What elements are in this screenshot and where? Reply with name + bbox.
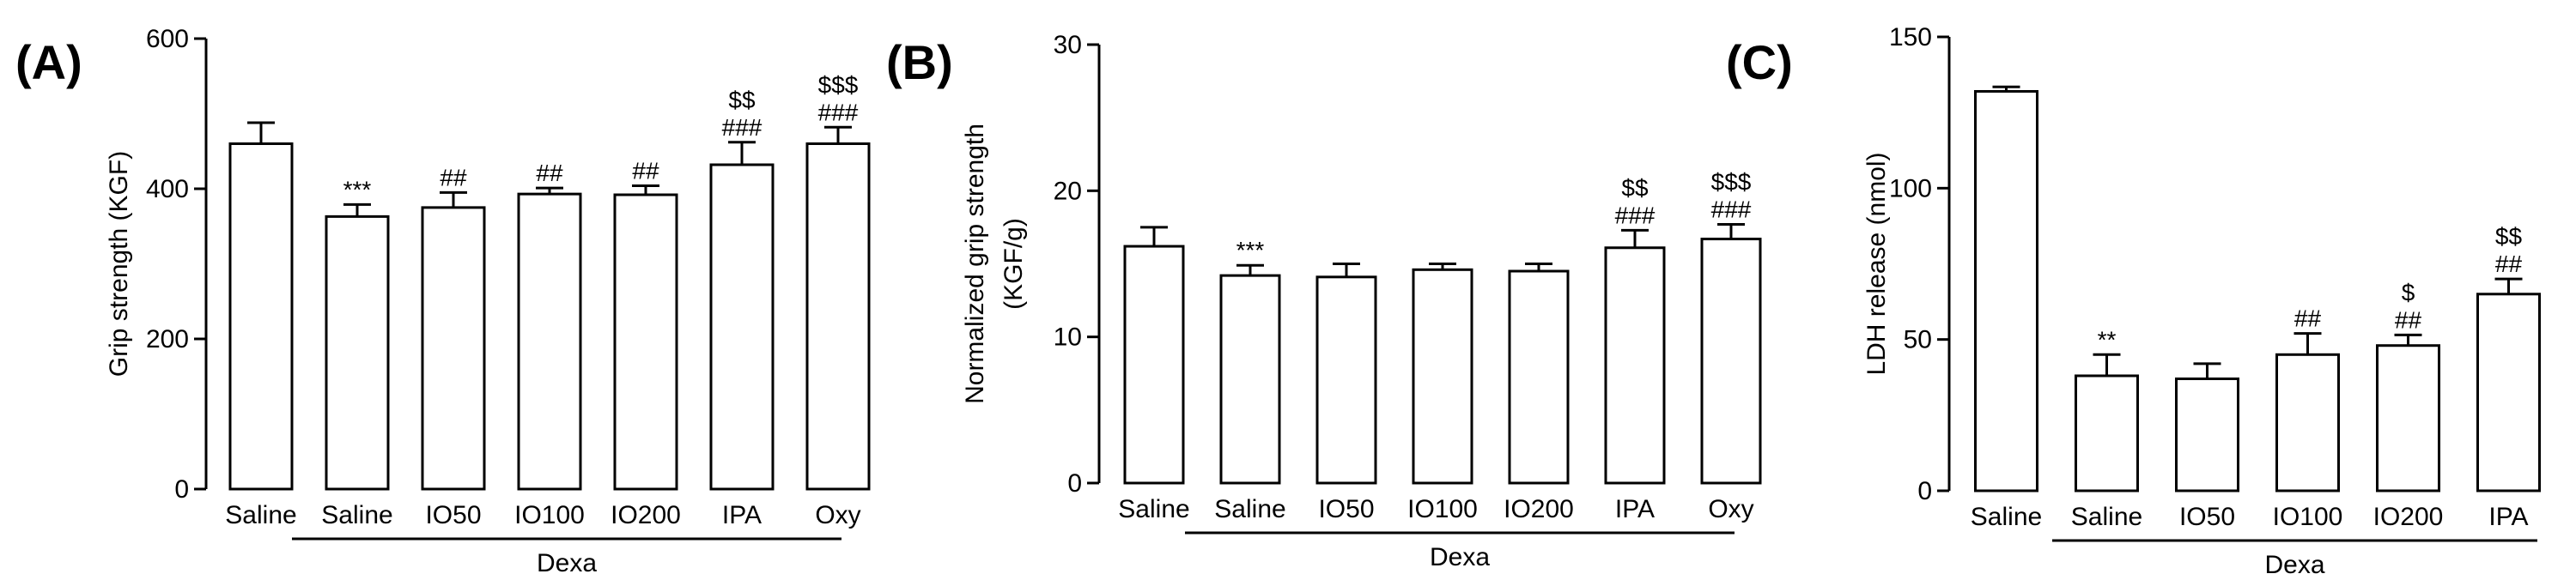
y-axis-title-line-2: (KGF/g) — [999, 218, 1028, 310]
significance-label: $ — [2402, 279, 2415, 305]
chart-panel-3: (C) 0 50 100 150 LDH release (nmol) Saline ** Sa… — [1726, 23, 2541, 579]
significance-label: ** — [2098, 326, 2117, 353]
significance-label: ## — [440, 164, 467, 190]
y-tick-label: 150 — [1889, 23, 1932, 51]
y-tick-label: 20 — [1054, 177, 1082, 205]
bar — [421, 206, 486, 491]
bar — [709, 163, 775, 491]
bar — [1315, 275, 1377, 485]
panel-label: (B) — [886, 35, 953, 89]
x-tick-label: Saline — [225, 501, 296, 529]
x-tick-label: Oxy — [1708, 495, 1753, 523]
significance-label: $$ — [1621, 174, 1649, 201]
bar — [2175, 378, 2239, 492]
y-tick-label: 400 — [146, 175, 189, 203]
y-tick-label: 10 — [1054, 323, 1082, 352]
significance-label: *** — [1236, 237, 1265, 263]
significance-label: ## — [2495, 251, 2523, 277]
bar — [1974, 89, 2038, 492]
panel-label: (C) — [1726, 35, 1793, 89]
significance-label: $$$ — [1711, 169, 1752, 196]
significance-label: ### — [818, 99, 859, 125]
significance-label: ### — [722, 114, 762, 141]
group-label: Dexa — [537, 549, 597, 577]
bar — [2275, 353, 2340, 492]
significance-label: *** — [343, 176, 372, 202]
bar — [1123, 245, 1185, 485]
y-tick-label: 600 — [146, 25, 189, 53]
y-tick-label: 50 — [1904, 326, 1932, 354]
y-tick-label: 0 — [1067, 469, 1082, 498]
bar — [517, 192, 582, 491]
y-axis-title: LDH release (nmol) — [1862, 152, 1891, 375]
x-tick-label: IO50 — [2179, 503, 2235, 531]
bar — [325, 214, 390, 491]
y-axis-title: Grip strength (KGF) — [105, 151, 133, 377]
x-tick-label: Saline — [1214, 495, 1285, 523]
y-tick-label: 200 — [146, 325, 189, 353]
group-label: Dexa — [2264, 551, 2324, 579]
x-tick-label: IPA — [1615, 495, 1655, 523]
x-tick-label: IPA — [2488, 503, 2528, 531]
bar — [1412, 268, 1473, 485]
bar — [613, 193, 678, 491]
significance-label: ## — [2294, 305, 2322, 332]
y-tick-label: 0 — [174, 475, 189, 504]
y-tick-label: 0 — [1917, 477, 1932, 505]
panel-label: (A) — [15, 35, 82, 89]
significance-label: ### — [1711, 196, 1752, 223]
x-tick-label: IO100 — [514, 501, 585, 529]
bar — [2075, 374, 2139, 492]
chart-panel-2: (B) 0 10 20 30 Normalized grip strength (KGF/g… — [886, 31, 1762, 571]
significance-label: ## — [536, 160, 563, 186]
bar — [2376, 344, 2440, 492]
x-tick-label: Oxy — [815, 501, 860, 529]
significance-label: ## — [632, 158, 659, 184]
chart-panel-1: (A) 0 200 400 600 Grip strength (KGF) Saline **… — [15, 25, 871, 577]
x-tick-label: IO100 — [1407, 495, 1478, 523]
significance-label: $$ — [728, 87, 756, 113]
y-axis-title: Normalized grip strength — [961, 124, 989, 404]
x-tick-label: IO200 — [2373, 503, 2444, 531]
x-tick-label: Saline — [2071, 503, 2142, 531]
bar — [805, 142, 871, 491]
bar — [228, 142, 294, 491]
x-tick-label: IO50 — [1318, 495, 1374, 523]
bar — [1700, 238, 1762, 485]
x-tick-label: IO50 — [425, 501, 481, 529]
x-tick-label: IO200 — [1504, 495, 1574, 523]
significance-label: ### — [1615, 202, 1656, 228]
bar — [1508, 269, 1570, 485]
x-tick-label: IO200 — [611, 501, 681, 529]
x-tick-label: IPA — [722, 501, 762, 529]
significance-label: ## — [2395, 306, 2422, 333]
x-tick-label: Saline — [321, 501, 392, 529]
bar — [1604, 246, 1666, 485]
x-tick-label: Saline — [1971, 503, 2042, 531]
x-tick-label: Saline — [1118, 495, 1189, 523]
y-tick-label: 30 — [1054, 31, 1082, 59]
group-label: Dexa — [1430, 543, 1490, 571]
significance-label: $$ — [2495, 223, 2523, 250]
x-tick-label: IO100 — [2273, 503, 2343, 531]
bar — [2476, 293, 2541, 492]
y-tick-label: 100 — [1889, 174, 1932, 202]
significance-label: $$$ — [818, 71, 859, 98]
bar — [1219, 274, 1281, 485]
